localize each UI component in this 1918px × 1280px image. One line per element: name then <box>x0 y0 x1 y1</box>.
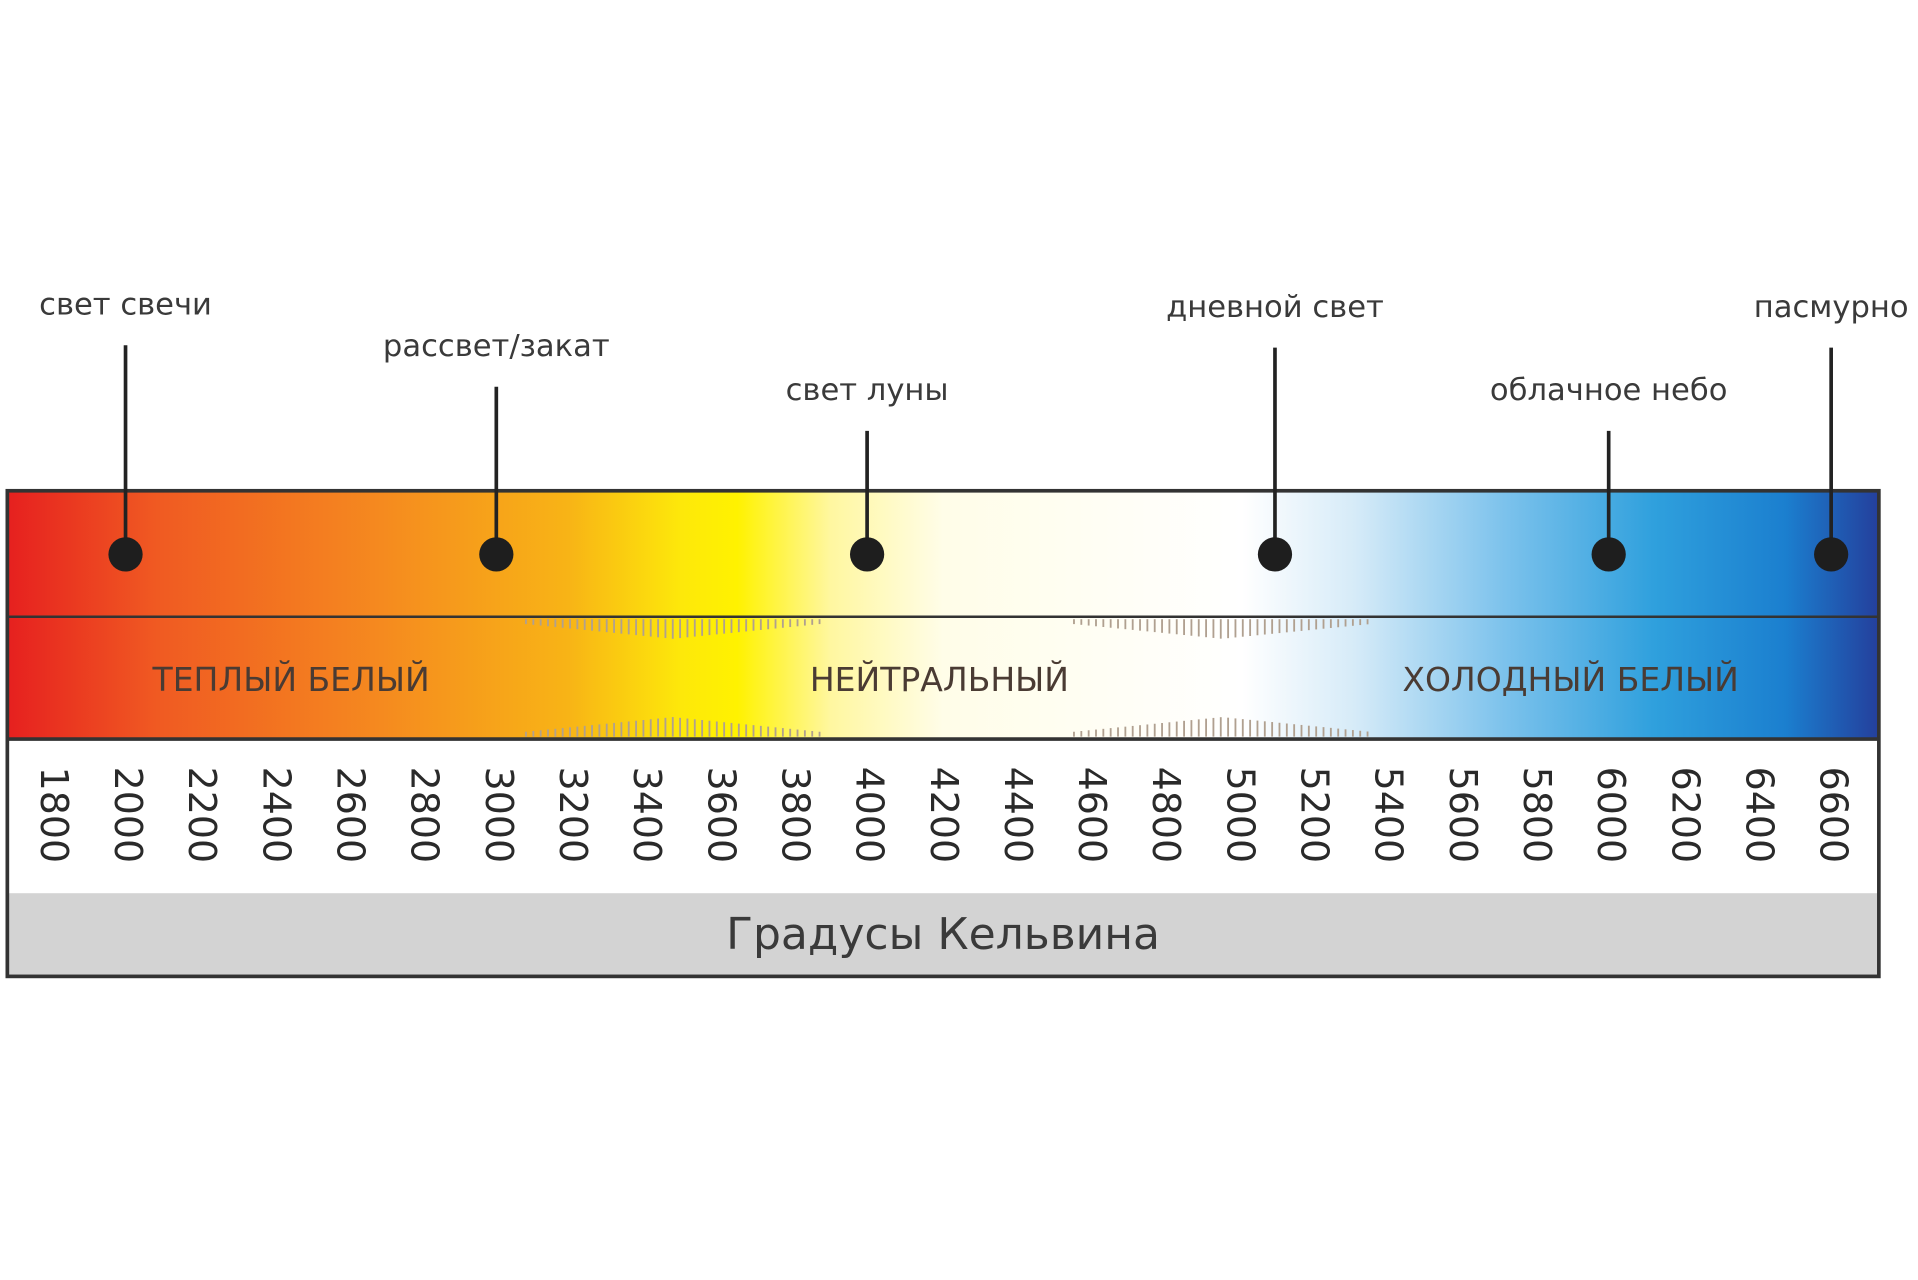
tick-label: 6000 <box>1589 767 1633 863</box>
tick-label: 2000 <box>106 767 150 863</box>
tick-label: 6600 <box>1812 767 1856 863</box>
axis-band <box>7 893 1879 977</box>
tick-area <box>7 739 1879 894</box>
tick-label: 2400 <box>254 767 298 863</box>
marker-label: пасмурно <box>1754 290 1909 325</box>
axis-title: Градусы Кельвина <box>726 909 1160 960</box>
hatch <box>525 619 1369 737</box>
tick-label: 4600 <box>1070 767 1114 863</box>
tick-label: 4000 <box>848 767 892 863</box>
tick-label: 5000 <box>1218 767 1262 863</box>
marker-dot <box>108 537 143 572</box>
tick-label: 3400 <box>625 767 669 863</box>
marker-dot <box>1814 537 1849 572</box>
frame <box>5 488 1881 979</box>
tick-label: 3200 <box>551 767 595 863</box>
tick-label: 3000 <box>477 767 521 863</box>
tick-label: 5200 <box>1293 767 1337 863</box>
zone-label: ХОЛОДНЫЙ БЕЛЫЙ <box>1402 659 1739 699</box>
tick-label: 6200 <box>1663 767 1707 863</box>
marker-label: дневной свет <box>1166 290 1384 325</box>
zone-label: ТЕПЛЫЙ БЕЛЫЙ <box>152 659 430 699</box>
marker-dot <box>1591 537 1626 572</box>
zone-label: НЕЙТРАЛЬНЫЙ <box>810 659 1069 699</box>
tick-label: 2600 <box>329 767 373 863</box>
tick-label: 4800 <box>1144 767 1188 863</box>
tick-label: 5400 <box>1367 767 1411 863</box>
marker-label: свет свечи <box>39 288 212 323</box>
tick-label: 1800 <box>32 767 76 863</box>
marker-label: облачное небо <box>1490 373 1728 408</box>
tick-label: 5600 <box>1441 767 1485 863</box>
tick-label: 3600 <box>699 767 743 863</box>
tick-label: 4200 <box>922 767 966 863</box>
spectrum <box>7 490 1879 740</box>
marker-label: свет луны <box>786 373 949 408</box>
marker-label: рассвет/закат <box>383 329 610 364</box>
tick-label: 5800 <box>1515 767 1559 863</box>
marker-dot <box>849 537 885 572</box>
tick-label: 6400 <box>1737 767 1781 863</box>
tick-label: 3800 <box>773 767 817 863</box>
marker-dot <box>479 537 514 572</box>
tick-label: 4400 <box>996 767 1040 863</box>
marker-dot <box>1257 537 1293 572</box>
tick-label: 2800 <box>403 767 447 863</box>
tick-label: 2200 <box>180 767 224 863</box>
